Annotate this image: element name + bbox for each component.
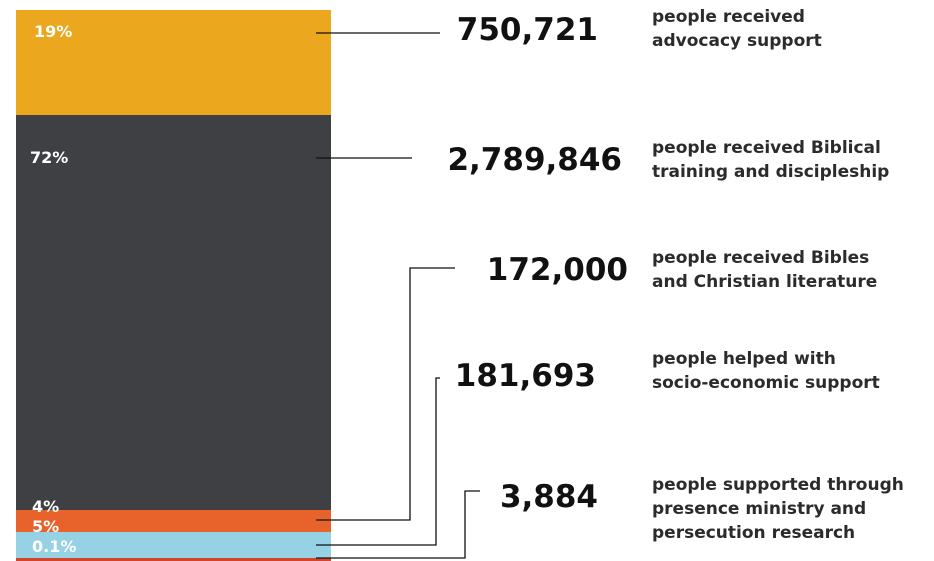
description-line: socio-economic support	[652, 373, 880, 393]
value-labels: 750,721 2,789,846 172,000 181,693 3,884	[447, 12, 628, 515]
value-label-bibles: 172,000	[487, 252, 628, 288]
leader-line-presence	[316, 490, 480, 559]
description-label-presence: people supported through presence ministr…	[652, 475, 904, 543]
description-line: people supported through	[652, 475, 904, 495]
description-line: advocacy support	[652, 31, 822, 51]
value-label-presence: 3,884	[500, 479, 598, 515]
percent-label-presence: 0.1%	[32, 537, 76, 556]
value-label-socio-economic: 181,693	[455, 358, 596, 394]
leader-lines	[316, 32, 480, 559]
description-line: people received Bibles	[652, 248, 869, 268]
bar-segment-training	[16, 115, 331, 510]
description-line: people received	[652, 7, 805, 27]
description-label-training: people received Biblical training and dis…	[652, 138, 889, 182]
description-label-bibles: people received Bibles and Christian lite…	[652, 248, 877, 292]
bar-segment-advocacy	[16, 10, 331, 115]
value-label-advocacy: 750,721	[457, 12, 598, 48]
segment-percent-labels: 19% 72% 4%5%0.1%	[30, 22, 76, 556]
bar-segment-socio-economic	[16, 522, 331, 532]
description-line: presence ministry and	[652, 499, 866, 519]
leader-line-bibles	[316, 267, 455, 521]
description-line: and Christian literature	[652, 272, 877, 292]
description-line: people received Biblical	[652, 138, 881, 158]
description-label-advocacy: people received advocacy support	[652, 7, 822, 51]
description-line: training and discipleship	[652, 162, 889, 182]
bar-bottom-edge	[16, 558, 331, 561]
description-label-socio-economic: people helped with socio-economic support	[652, 349, 880, 393]
description-line: persecution research	[652, 523, 855, 543]
percent-label-advocacy: 19%	[34, 22, 72, 41]
percent-label-socio-economic: 5%	[32, 517, 59, 536]
description-line: people helped with	[652, 349, 836, 369]
bar-segment-presence	[16, 532, 331, 561]
value-label-training: 2,789,846	[447, 142, 622, 178]
bar-segment-bibles	[16, 510, 331, 522]
percent-label-training: 72%	[30, 148, 68, 167]
percent-label-bibles: 4%	[32, 497, 59, 516]
leader-line-socio-economic	[316, 377, 440, 546]
bar-segments	[16, 10, 331, 561]
